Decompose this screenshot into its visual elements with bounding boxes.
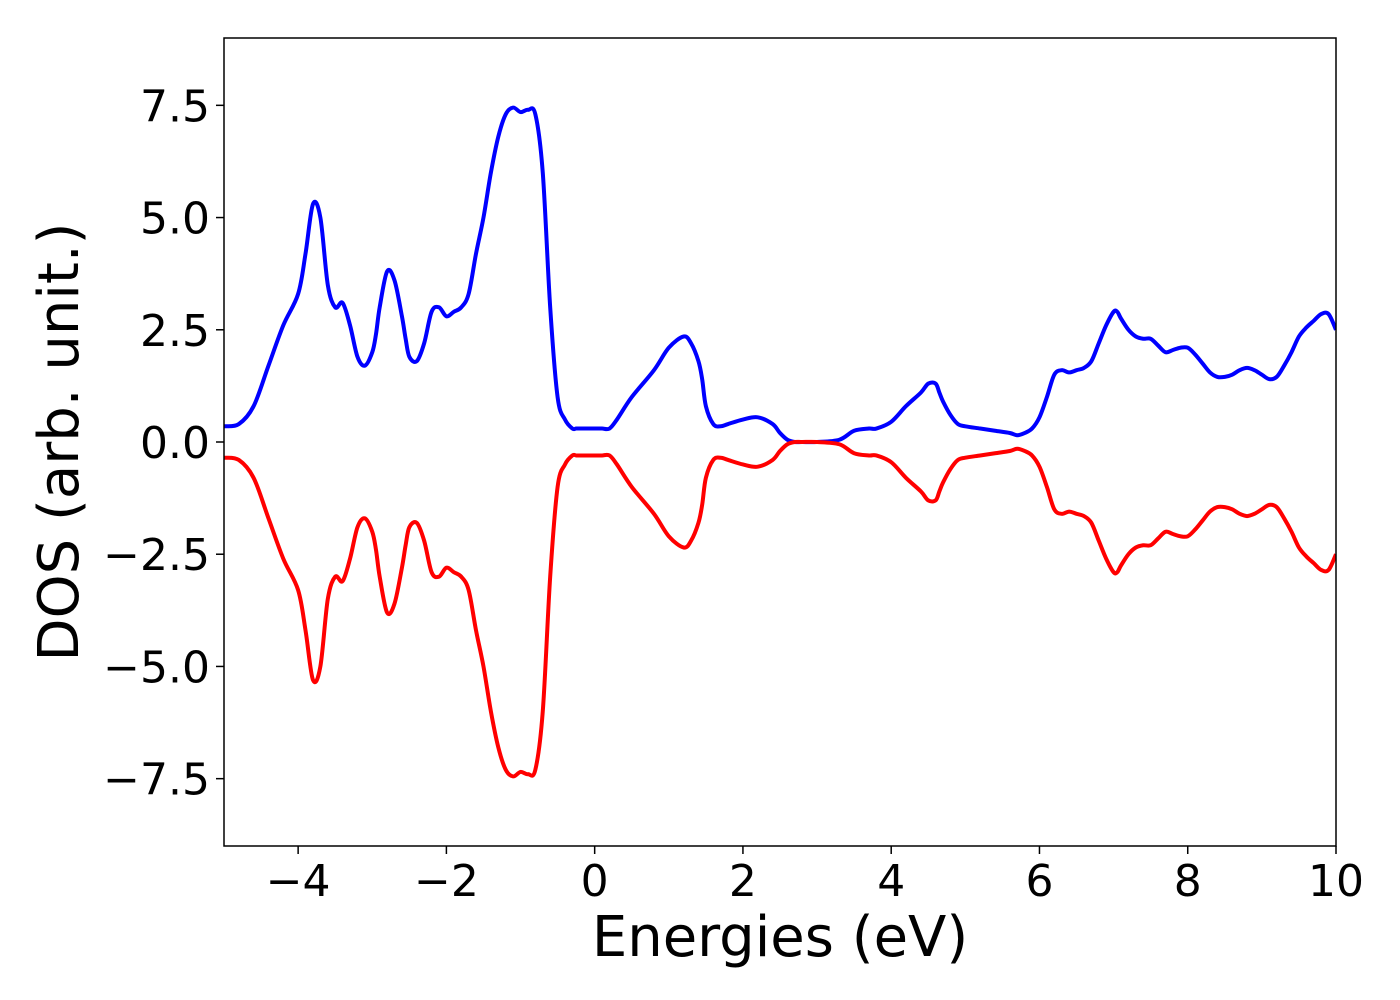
y-axis-label: DOS (arb. unit.)	[27, 222, 92, 661]
x-tick-label: −2	[414, 856, 479, 907]
x-tick-label: 8	[1174, 856, 1202, 907]
y-tick-label: −2.5	[103, 530, 210, 581]
y-tick-label: −5.0	[103, 642, 210, 693]
dos-series-line-blue	[224, 105, 1336, 445]
y-tick-label: 2.5	[140, 306, 210, 357]
y-tick-label: 7.5	[140, 81, 210, 132]
x-tick-label: 0	[581, 856, 609, 907]
plot-frame	[223, 37, 1337, 847]
x-tick-label: 2	[729, 856, 757, 907]
dos-series-line-red	[224, 439, 1336, 779]
y-tick-label: −7.5	[103, 755, 210, 806]
x-tick-label: 10	[1308, 856, 1364, 907]
x-tick-label: −4	[266, 856, 331, 907]
x-axis-ticks: −4 −2 0 2 4 6 8 10	[266, 846, 1364, 907]
y-tick-label: 5.0	[140, 194, 210, 245]
series-lines	[224, 105, 1336, 779]
plot-area	[224, 105, 1336, 779]
y-tick-label: 0.0	[140, 418, 210, 469]
x-tick-label: 4	[877, 856, 905, 907]
y-axis-ticks: −7.5 −5.0 −2.5 0.0 2.5 5.0 7.5	[103, 81, 224, 806]
x-axis-label: Energies (eV)	[592, 905, 968, 970]
x-tick-label: 6	[1025, 856, 1053, 907]
